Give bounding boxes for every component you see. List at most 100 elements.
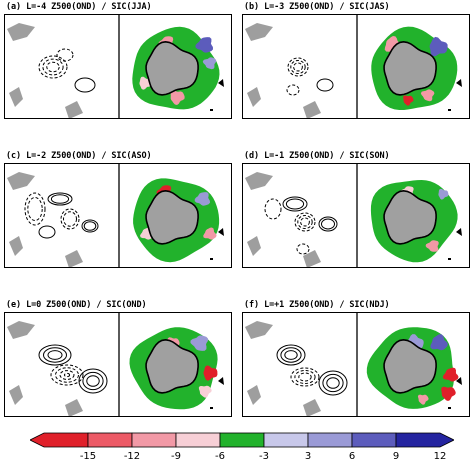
z500-contour [55, 367, 79, 383]
z500-contour [86, 375, 100, 387]
land-mass [303, 250, 321, 267]
colorbar-swatch [219, 432, 265, 448]
antarctica [383, 338, 437, 394]
land-mass [65, 101, 83, 118]
sic-anomaly-patch [417, 394, 429, 405]
z500-contour [318, 216, 338, 232]
land-mass [303, 101, 321, 118]
sic-anomaly-patch [198, 385, 212, 398]
sic-anomaly-patch [420, 89, 435, 102]
z500-contour [286, 84, 300, 96]
colorbar-tick-label: 6 [349, 451, 355, 462]
z500-contour [287, 57, 309, 77]
z500-contour [280, 347, 302, 363]
land-mass [247, 236, 261, 256]
colorbar: -15-12-9-6-33691215 [30, 432, 454, 462]
z500-contour [63, 372, 71, 378]
antarctica [383, 40, 437, 96]
z500-contour [296, 243, 310, 255]
z500-contour [297, 215, 313, 229]
z500-contour [290, 367, 320, 387]
z500-contour [290, 60, 306, 74]
z500-contour [38, 225, 56, 239]
z500-contour [38, 344, 72, 366]
panel-a [4, 14, 232, 119]
colorbar-swatch [131, 432, 177, 448]
panel-e [4, 312, 232, 417]
land-mass [247, 87, 261, 107]
land-mass [9, 385, 23, 405]
panel-d [242, 163, 470, 268]
z500-contour [50, 194, 70, 204]
z500-contour [47, 350, 63, 360]
z500-contour [294, 212, 316, 232]
z500-contour [293, 62, 303, 72]
land-mass [245, 172, 273, 190]
land-mass [7, 23, 35, 41]
z500-contour [294, 370, 316, 384]
land-mass [218, 377, 224, 385]
z500-contour [300, 217, 310, 227]
colorbar-tick-label: -3 [259, 451, 269, 462]
land-mass [245, 23, 273, 41]
sic-anomaly-patch [425, 240, 439, 252]
z500-contour [326, 377, 340, 389]
land-mass [456, 377, 462, 385]
colorbar-tick-label: 3 [305, 451, 311, 462]
sic-anomaly-patch [203, 365, 218, 381]
sic-anomaly-patch [403, 95, 414, 106]
panel-f [242, 312, 470, 417]
colorbar-swatch [395, 432, 454, 448]
panel-c-title: (c) L=-2 Z500(OND) / SIC(ASO) [6, 151, 152, 161]
sic-anomaly-patch [202, 57, 217, 70]
panel-d-title: (d) L=-1 Z500(OND) / SIC(SON) [244, 151, 390, 161]
land-mass [218, 228, 224, 236]
z500-contour [38, 55, 68, 79]
sic-anomaly-patch [429, 36, 448, 57]
z500-contour [276, 344, 306, 366]
colorbar-swatch [30, 432, 89, 448]
sic-anomaly-patch [194, 192, 210, 206]
panel-b-title: (b) L=-3 Z500(OND) / SIC(JAS) [244, 2, 390, 12]
antarctica [383, 189, 437, 245]
panel-a-title: (a) L=-4 Z500(OND) / SIC(JJA) [6, 2, 152, 12]
z500-contour [60, 208, 80, 230]
z500-contour [50, 364, 84, 386]
z500-contour [321, 218, 335, 230]
land-mass [210, 258, 213, 260]
sic-anomaly-patch [430, 334, 448, 351]
z500-contour [43, 347, 67, 363]
land-mass [218, 79, 224, 87]
colorbar-tick-label: -12 [124, 451, 140, 462]
land-mass [456, 228, 462, 236]
colorbar-tick-label: 12 [434, 451, 447, 462]
antarctica [145, 189, 199, 245]
land-mass [456, 79, 462, 87]
land-mass [245, 321, 273, 339]
land-mass [65, 399, 83, 416]
land-mass [210, 407, 213, 409]
z500-contour [316, 78, 334, 92]
z500-contour [322, 373, 344, 393]
sic-anomaly-patch [195, 37, 213, 53]
sic-anomaly-patch [441, 386, 456, 401]
land-mass [448, 258, 451, 260]
colorbar-tick-label: -15 [80, 451, 96, 462]
z500-contour [78, 368, 108, 394]
z500-contour [74, 77, 96, 93]
antarctica [145, 40, 199, 96]
z500-contour [63, 211, 77, 227]
panel-f-title: (f) L=+1 Z500(OND) / SIC(NDJ) [244, 300, 390, 310]
z500-contour [82, 371, 104, 391]
land-mass [210, 109, 213, 111]
z500-contour [46, 61, 60, 73]
z500-contour [318, 370, 348, 396]
land-mass [9, 236, 23, 256]
z500-contour [59, 370, 75, 380]
panel-e-title: (e) L=0 Z500(OND) / SIC(OND) [6, 300, 147, 310]
z500-contour [56, 48, 74, 62]
sic-anomaly-patch [170, 90, 185, 105]
colorbar-tick-label: -9 [171, 451, 181, 462]
antarctica [145, 338, 199, 394]
z500-contour [42, 58, 64, 76]
